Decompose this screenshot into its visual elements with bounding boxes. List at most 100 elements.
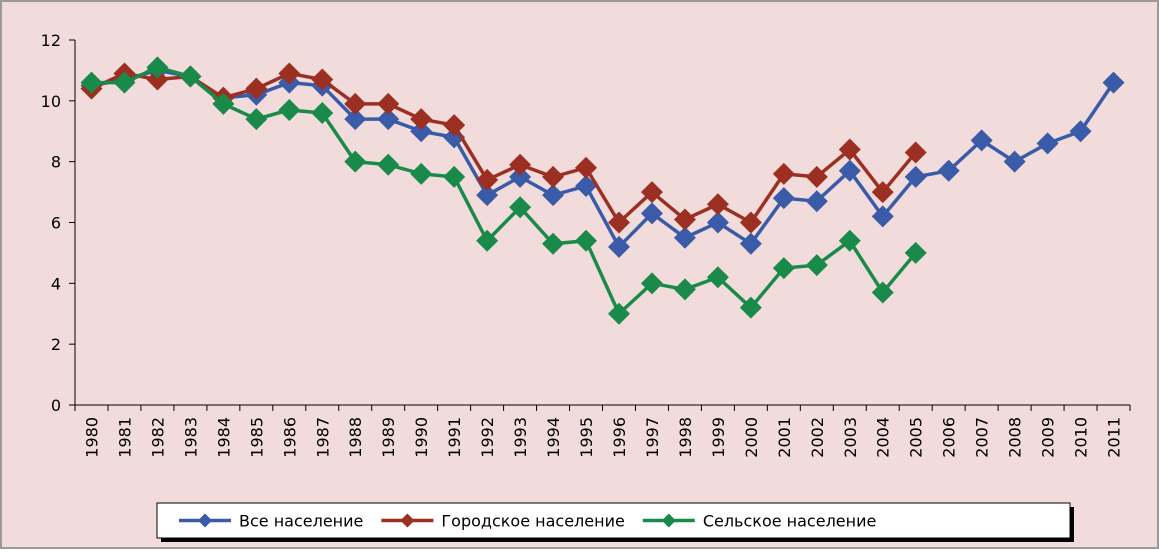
x-tick-label: 1997 — [643, 417, 662, 458]
x-tick-label: 2008 — [1006, 417, 1025, 458]
y-tick-label: 8 — [51, 153, 61, 172]
x-tick-label: 1999 — [709, 417, 728, 458]
data-point — [410, 162, 433, 185]
data-point — [146, 68, 169, 91]
data-point — [673, 226, 696, 249]
x-tick-label: 1991 — [445, 417, 464, 458]
legend-label: Городское население — [441, 512, 624, 531]
y-tick-label: 12 — [41, 31, 61, 50]
data-point — [937, 159, 960, 182]
x-tick-label: 2010 — [1072, 417, 1091, 458]
y-tick-label: 4 — [51, 274, 61, 293]
data-point — [575, 229, 598, 252]
data-point — [245, 108, 268, 131]
data-point — [410, 120, 433, 143]
y-tick-label: 10 — [41, 92, 61, 111]
data-point — [1003, 150, 1026, 173]
data-point — [706, 193, 729, 216]
x-tick-label: 2011 — [1105, 417, 1124, 458]
data-point — [772, 257, 795, 280]
x-tick-label: 2000 — [742, 417, 761, 458]
data-point — [805, 165, 828, 188]
legend-marker — [661, 513, 676, 528]
data-point — [311, 68, 334, 91]
data-point — [344, 108, 367, 131]
data-point — [739, 232, 762, 255]
x-tick-label: 1980 — [82, 417, 101, 458]
x-tick-label: 1994 — [544, 417, 563, 458]
data-point — [113, 71, 136, 94]
x-tick-label: 1988 — [346, 417, 365, 458]
y-tick-label: 6 — [51, 214, 61, 233]
data-point — [673, 208, 696, 231]
data-point — [1036, 132, 1059, 155]
data-point — [410, 108, 433, 131]
legend-marker — [400, 513, 415, 528]
x-tick-label: 1996 — [610, 417, 629, 458]
data-point — [476, 168, 499, 191]
data-point — [1069, 120, 1092, 143]
x-tick-label: 1995 — [577, 417, 596, 458]
x-tick-label: 1987 — [313, 417, 332, 458]
data-point — [509, 196, 532, 219]
x-tick-label: 2003 — [841, 417, 860, 458]
data-point — [443, 114, 466, 137]
x-tick-label: 1992 — [478, 417, 497, 458]
x-tick-label: 1984 — [214, 417, 233, 458]
data-point — [970, 129, 993, 152]
data-point — [575, 156, 598, 179]
data-point — [80, 71, 103, 94]
x-tick-label: 1993 — [511, 417, 530, 458]
data-point — [904, 165, 927, 188]
data-point — [443, 165, 466, 188]
data-point — [146, 56, 169, 79]
x-tick-label: 1990 — [412, 417, 431, 458]
x-tick-label: 2009 — [1039, 417, 1058, 458]
x-tick-label: 2007 — [973, 417, 992, 458]
data-point — [509, 153, 532, 176]
y-tick-label: 2 — [51, 335, 61, 354]
data-point — [640, 202, 663, 225]
data-point — [706, 211, 729, 234]
x-tick-label: 2001 — [775, 417, 794, 458]
data-point — [871, 181, 894, 204]
x-tick-label: 1982 — [148, 417, 167, 458]
data-point — [542, 184, 565, 207]
x-tick-label: 1985 — [247, 417, 266, 458]
data-point — [476, 184, 499, 207]
data-point — [377, 92, 400, 115]
data-point — [904, 141, 927, 164]
data-point — [838, 138, 861, 161]
data-point — [278, 98, 301, 121]
data-point — [871, 281, 894, 304]
data-point — [871, 205, 894, 228]
data-point — [607, 211, 630, 234]
data-point — [772, 187, 795, 210]
data-point — [1102, 71, 1125, 94]
data-point — [607, 302, 630, 325]
data-point — [673, 278, 696, 301]
x-tick-label: 1986 — [280, 417, 299, 458]
data-point — [838, 229, 861, 252]
data-point — [706, 266, 729, 289]
data-point — [377, 108, 400, 131]
y-tick-label: 0 — [51, 396, 61, 415]
data-point — [344, 92, 367, 115]
data-point — [640, 181, 663, 204]
legend-label: Сельское население — [703, 512, 877, 531]
x-tick-label: 1981 — [115, 417, 134, 458]
data-point — [805, 190, 828, 213]
x-tick-label: 2002 — [808, 417, 827, 458]
data-point — [739, 211, 762, 234]
x-tick-label: 1983 — [181, 417, 200, 458]
data-point — [212, 92, 235, 115]
data-point — [640, 272, 663, 295]
legend-box — [156, 502, 1071, 539]
data-point — [344, 150, 367, 173]
data-point — [575, 175, 598, 197]
x-tick-label: 2006 — [940, 417, 959, 458]
x-tick-label: 1998 — [676, 417, 695, 458]
data-point — [739, 296, 762, 319]
